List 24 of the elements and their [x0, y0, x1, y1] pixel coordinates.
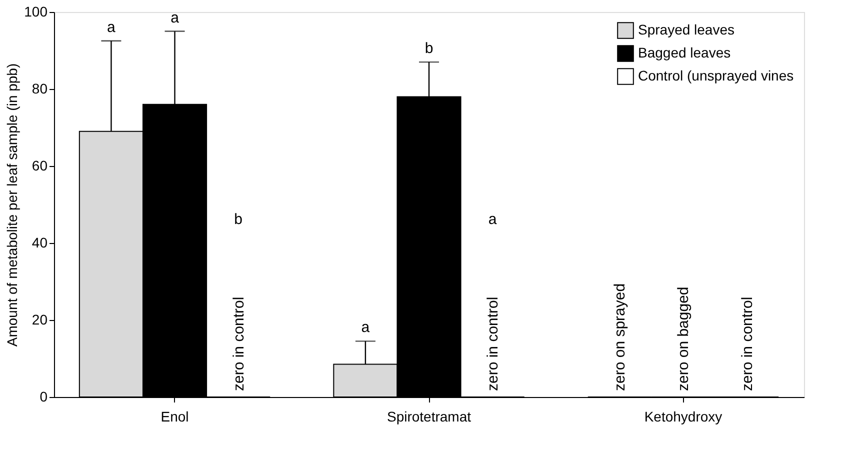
- annotation: a: [361, 319, 370, 336]
- y-tick-label: 0: [40, 388, 48, 404]
- annotation: a: [170, 9, 180, 26]
- annotation: zero in control: [484, 296, 502, 391]
- annotation: b: [424, 40, 434, 58]
- legend-label: Sprayed leaves: [638, 22, 735, 38]
- legend-label: Control (unsprayed vines: [638, 68, 794, 84]
- y-tick-label: 40: [32, 234, 48, 250]
- annotation: b: [234, 211, 242, 228]
- y-axis-title: Amount of metabolite per leaf sample (in ppb): [4, 63, 20, 347]
- y-tick-label: 60: [32, 158, 48, 174]
- y-tick-label: 80: [32, 80, 48, 96]
- x-tick-label: Enol: [160, 408, 189, 424]
- legend-label: Bagged leaves: [638, 44, 731, 60]
- annotation: zero on bagged: [675, 286, 692, 391]
- annotation: zero on sprayed: [612, 283, 629, 391]
- annotation: zero in control: [738, 296, 756, 391]
- annotation: a: [107, 18, 116, 36]
- x-tick-label: Ketohydroxy: [644, 408, 722, 424]
- annotation: zero in control: [230, 296, 248, 391]
- y-tick-label: 20: [32, 312, 48, 328]
- y-tick-label: 100: [24, 4, 48, 20]
- annotation: a: [488, 211, 498, 228]
- x-tick-label: Spirotetramat: [386, 408, 472, 424]
